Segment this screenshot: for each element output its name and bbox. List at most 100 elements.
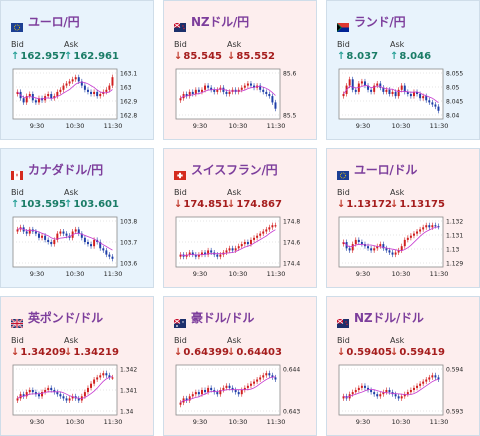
candle-body bbox=[37, 233, 40, 238]
candle-body bbox=[47, 387, 50, 390]
mini-candlestick-chart[interactable]: 0.644 0.643 9:30 10:30 11:30 bbox=[174, 359, 309, 431]
candle-body bbox=[231, 387, 234, 390]
rate-card[interactable]: ユーロ/ドル Bid Ask ↓1.13172 ↓1.13175 1.132 1.… bbox=[326, 148, 480, 288]
bid-price: ↓174.851 bbox=[174, 199, 229, 210]
bid-label: Bid bbox=[174, 40, 187, 49]
candle-body bbox=[274, 225, 277, 227]
rate-card[interactable]: スイスフラン/円 Bid Ask ↓174.851 ↓174.867 174.8… bbox=[163, 148, 317, 288]
mini-candlestick-chart[interactable]: 1.342 1.341 1.34 9:30 10:30 11:30 bbox=[11, 359, 146, 431]
candle-body bbox=[210, 387, 213, 390]
x-tick-label: 11:30 bbox=[267, 418, 286, 426]
candle-body bbox=[379, 83, 382, 88]
candle-body bbox=[37, 98, 40, 103]
candle-body bbox=[268, 94, 271, 97]
y-tick-label: 85.6 bbox=[283, 71, 297, 78]
ask-price: ↓85.552 bbox=[227, 51, 275, 62]
currency-pair-name[interactable]: ユーロ/ドル bbox=[354, 163, 418, 177]
candle-body bbox=[237, 246, 240, 249]
candle-body bbox=[403, 239, 406, 247]
moving-average-line bbox=[17, 376, 113, 399]
candle-body bbox=[56, 233, 59, 240]
candle-body bbox=[265, 229, 268, 232]
currency-pair-name[interactable]: NZドル/円 bbox=[191, 15, 249, 29]
mini-candlestick-chart[interactable]: 1.132 1.131 1.13 1.129 9:30 10:30 11:30 bbox=[337, 211, 472, 283]
x-tick-label: 10:30 bbox=[229, 418, 248, 426]
currency-pair-name[interactable]: 英ポンド/ドル bbox=[28, 311, 103, 325]
candle-body bbox=[71, 79, 74, 82]
candle-body bbox=[354, 89, 357, 92]
candle-body bbox=[274, 377, 277, 380]
rate-card[interactable]: カナダドル/円 Bid Ask ↑103.595 ↑103.601 103.8 1… bbox=[0, 148, 154, 288]
bid-price: ↓0.59405 bbox=[337, 347, 392, 358]
mini-candlestick-chart[interactable]: 163.1 163 162.9 162.8 9:30 10:30 11:30 bbox=[11, 63, 146, 135]
mini-candlestick-chart[interactable]: 85.6 85.5 9:30 10:30 11:30 bbox=[174, 63, 309, 135]
rate-card[interactable]: ランド/円 Bid Ask ↑8.037 ↑8.046 8.055 8.05 8.0… bbox=[326, 0, 480, 140]
moving-average-line bbox=[343, 84, 439, 104]
currency-pair-name[interactable]: ユーロ/円 bbox=[28, 15, 80, 29]
candle-body bbox=[382, 87, 385, 92]
moving-average-line bbox=[180, 376, 276, 403]
rate-card[interactable]: ユーロ/円 Bid Ask ↑162.957 ↑162.961 163.1 163… bbox=[0, 0, 154, 140]
candle-body bbox=[351, 392, 354, 395]
candle-body bbox=[354, 390, 357, 393]
candle-body bbox=[102, 373, 105, 376]
x-tick-label: 9:30 bbox=[356, 418, 371, 426]
candle-body bbox=[243, 242, 246, 245]
x-tick-label: 9:30 bbox=[356, 122, 371, 130]
mini-candlestick-chart[interactable]: 103.8 103.7 103.6 9:30 10:30 11:30 bbox=[11, 211, 146, 283]
y-tick-label: 162.9 bbox=[120, 99, 137, 106]
candle-body bbox=[16, 229, 19, 232]
flag-icon bbox=[10, 313, 24, 329]
candle-body bbox=[225, 91, 228, 94]
candle-body bbox=[188, 396, 191, 401]
y-tick-label: 162.8 bbox=[120, 113, 137, 120]
ask-price: ↑103.601 bbox=[64, 199, 119, 210]
y-tick-label: 163 bbox=[120, 85, 132, 92]
candle-body bbox=[376, 394, 379, 397]
rate-card[interactable]: 豪ドル/ドル Bid Ask ↓0.64399 ↓0.64403 0.644 0.… bbox=[163, 296, 317, 436]
currency-pair-name[interactable]: カナダドル/円 bbox=[28, 163, 103, 177]
candle-body bbox=[425, 225, 428, 228]
candle-body bbox=[65, 83, 68, 86]
candle-body bbox=[188, 252, 191, 255]
candle-body bbox=[83, 85, 86, 90]
candle-body bbox=[437, 377, 440, 380]
candle-body bbox=[108, 85, 111, 90]
y-tick-label: 8.05 bbox=[446, 85, 460, 92]
ask-price: ↓0.59419 bbox=[390, 347, 445, 358]
mini-candlestick-chart[interactable]: 8.055 8.05 8.045 8.04 9:30 10:30 11:30 bbox=[337, 63, 472, 135]
mini-candlestick-chart[interactable]: 174.8 174.6 174.4 9:30 10:30 11:30 bbox=[174, 211, 309, 283]
currency-pair-name[interactable]: NZドル/ドル bbox=[354, 311, 424, 325]
trend-arrow-icon: ↓ bbox=[227, 51, 236, 62]
candle-body bbox=[185, 94, 188, 97]
currency-pair-name[interactable]: 豪ドル/ドル bbox=[191, 311, 255, 325]
ask-label: Ask bbox=[64, 40, 79, 49]
currency-pair-name[interactable]: スイスフラン/円 bbox=[191, 163, 278, 177]
candle-body bbox=[53, 390, 56, 393]
bid-label: Bid bbox=[337, 40, 350, 49]
candle-body bbox=[419, 383, 422, 386]
chart-svg: 85.6 85.5 9:30 10:30 11:30 bbox=[175, 68, 297, 130]
candle-body bbox=[428, 100, 431, 103]
candle-body bbox=[412, 387, 415, 390]
candle-body bbox=[406, 237, 409, 240]
candle-body bbox=[228, 248, 231, 251]
candle-body bbox=[16, 91, 19, 94]
y-tick-label: 8.045 bbox=[446, 99, 463, 106]
candle-body bbox=[86, 242, 89, 245]
candle-body bbox=[360, 242, 363, 245]
rate-card[interactable]: 英ポンド/ドル Bid Ask ↓1.34209 ↓1.34219 1.342 1… bbox=[0, 296, 154, 436]
card-header: ランド/円 bbox=[337, 13, 406, 32]
rate-card[interactable]: NZドル/円 Bid Ask ↓85.545 ↓85.552 85.6 85.5 9… bbox=[163, 0, 317, 140]
chart-svg: 0.6440.6439:30 10:30 11:30 bbox=[175, 364, 300, 426]
candle-body bbox=[105, 89, 108, 92]
candle-body bbox=[253, 381, 256, 384]
candle-body bbox=[382, 244, 385, 249]
candle-body bbox=[422, 381, 425, 384]
rate-card[interactable]: NZドル/ドル Bid Ask ↓0.59405 ↓0.59419 0.594 0… bbox=[326, 296, 480, 436]
currency-pair-name[interactable]: ランド/円 bbox=[354, 15, 406, 29]
mini-candlestick-chart[interactable]: 0.594 0.593 9:30 10:30 11:30 bbox=[337, 359, 472, 431]
candle-body bbox=[41, 392, 44, 397]
trend-arrow-icon: ↓ bbox=[64, 347, 73, 358]
flag-icon bbox=[337, 17, 349, 32]
